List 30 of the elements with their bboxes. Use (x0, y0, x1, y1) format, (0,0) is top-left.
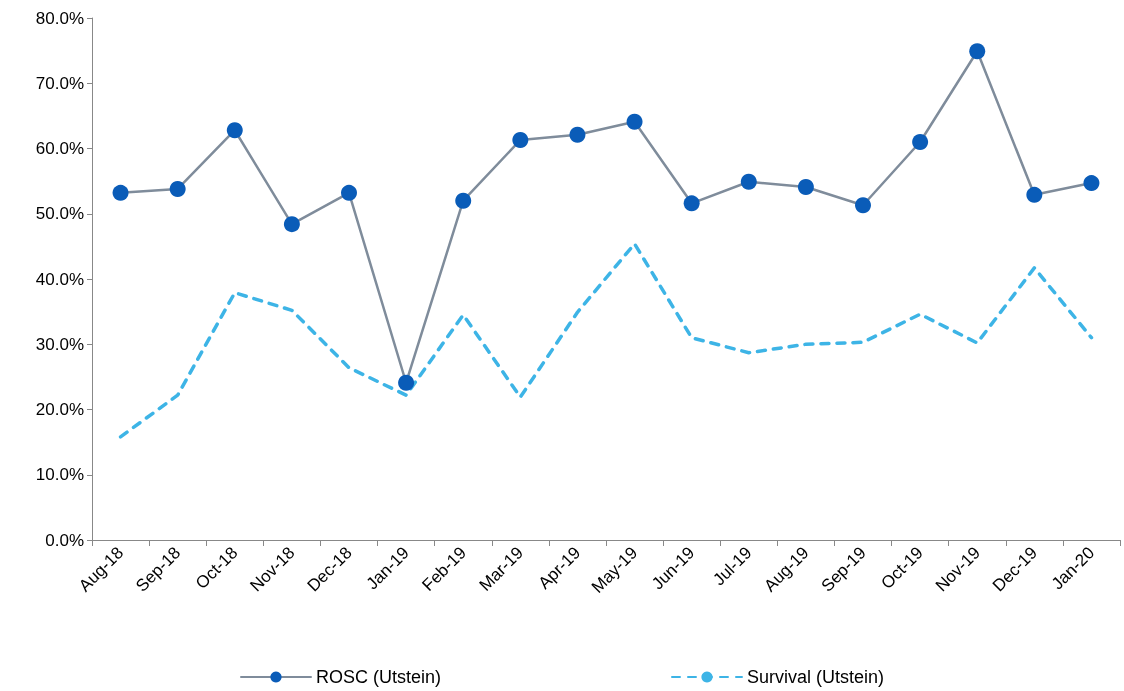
legend-label: Survival (Utstein) (746, 667, 885, 687)
point (855, 197, 871, 214)
y-tick-label: 50.0% (35, 204, 84, 224)
y-tick-label: 60.0% (35, 139, 84, 158)
point (797, 179, 814, 195)
point (569, 126, 586, 143)
y-tick-label: 80.0% (35, 8, 84, 28)
y-tick-label: 40.0% (35, 269, 84, 289)
point (341, 184, 357, 201)
line-series (118, 242, 1094, 439)
point (626, 113, 643, 130)
legend-label: ROSC (Utstein) (315, 667, 441, 687)
point (1083, 175, 1100, 192)
y-tick-label: 70.0% (35, 73, 84, 93)
y-tick-label: 0.0% (45, 530, 84, 550)
point (112, 184, 129, 201)
point (283, 216, 300, 233)
point (512, 132, 529, 149)
point (740, 173, 757, 190)
y-tick-label: 30.0% (35, 334, 84, 354)
point (969, 43, 986, 60)
point (912, 133, 929, 150)
point (398, 374, 415, 391)
point (1026, 186, 1043, 203)
y-tick-label: 20.0% (35, 400, 84, 419)
point (169, 180, 186, 197)
point (683, 195, 700, 212)
y-tick-label: 10.0% (35, 465, 84, 485)
point (226, 122, 243, 139)
point (455, 192, 472, 209)
